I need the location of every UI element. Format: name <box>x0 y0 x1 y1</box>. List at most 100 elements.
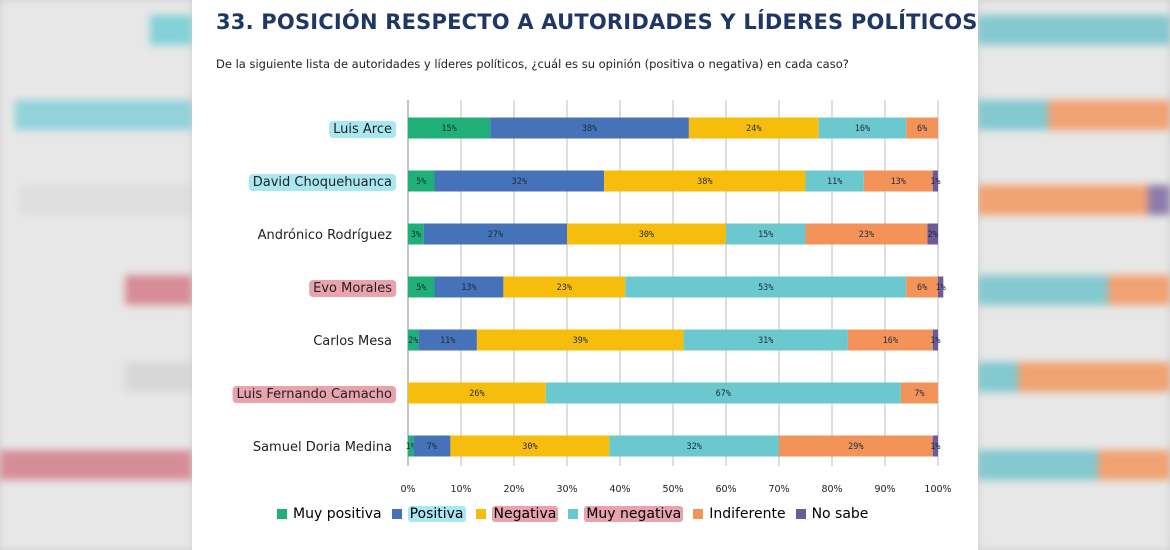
x-tick-label: 70% <box>768 484 789 495</box>
legend-label: Muy negativa <box>584 506 684 522</box>
category-label: Samuel Doria Medina <box>253 440 392 455</box>
bar-segment <box>567 223 726 245</box>
category-label: Evo Morales <box>313 281 392 296</box>
bar-segment <box>932 329 938 351</box>
bar-segment <box>906 276 938 298</box>
legend-item: Muy negativa <box>568 506 684 522</box>
bar-value-label: 67% <box>716 389 731 399</box>
bar-segment <box>408 170 435 192</box>
bar-segment <box>423 223 567 245</box>
bar-value-label: 5% <box>416 177 426 187</box>
bar-value-label: 5% <box>416 283 426 293</box>
category-label: Andrónico Rodríguez <box>258 228 393 243</box>
category-label: Carlos Mesa <box>313 334 392 349</box>
bar-segment <box>906 117 938 139</box>
legend-item: No sabe <box>795 506 869 522</box>
blurred-left-background <box>0 0 192 550</box>
bar-segment <box>805 223 928 245</box>
x-tick-label: 90% <box>874 484 895 495</box>
bar-segment <box>476 329 684 351</box>
x-tick-label: 0% <box>400 484 415 495</box>
bar-value-label: 1% <box>930 442 940 452</box>
chart-legend: Muy positiva Positiva Negativa Muy negativa… <box>277 506 868 522</box>
bar-segment <box>408 223 424 245</box>
bar-value-label: 32% <box>687 442 702 452</box>
legend-swatch <box>693 509 704 519</box>
bar-value-label: 11% <box>827 177 842 187</box>
bar-value-label: 24% <box>746 124 761 134</box>
bar-value-label: 11% <box>440 336 455 346</box>
bar-segment <box>900 382 938 404</box>
bar-value-label: 15% <box>441 124 456 134</box>
x-tick-label: 100% <box>924 484 951 495</box>
bar-value-label: 6% <box>917 124 927 134</box>
legend-label: Negativa <box>491 506 559 522</box>
legend-item: Negativa <box>475 506 559 522</box>
bar-value-label: 39% <box>573 336 588 346</box>
category-label-highlight <box>309 280 397 297</box>
legend-swatch <box>475 509 486 519</box>
bar-segment <box>932 435 938 457</box>
legend-swatch <box>391 509 402 519</box>
bar-segment <box>408 329 419 351</box>
bar-value-label: 1% <box>406 442 416 452</box>
bar-value-label: 38% <box>582 124 597 134</box>
legend-swatch <box>277 509 287 519</box>
legend-swatch <box>795 509 806 519</box>
x-tick-label: 30% <box>556 484 577 495</box>
bar-segment <box>450 435 610 457</box>
bar-segment <box>818 117 907 139</box>
bar-segment <box>779 435 933 457</box>
category-label-highlight <box>248 174 396 191</box>
bar-segment <box>408 435 414 457</box>
bar-value-label: 32% <box>512 177 527 187</box>
bar-segment <box>927 223 938 245</box>
legend-swatch <box>568 509 579 519</box>
bar-segment <box>726 223 806 245</box>
bar-value-label: 53% <box>758 283 773 293</box>
bar-segment <box>434 170 605 192</box>
stacked-bar-chart: 0% 10% 20% 30% 40% 50% 60% 70% 80% 90% 100% Luis Ar… <box>232 100 952 495</box>
bar-segment <box>413 435 451 457</box>
bar-segment <box>805 170 864 192</box>
bar-value-label: 16% <box>883 336 898 346</box>
bar-segment <box>938 276 944 298</box>
category-label: David Choquehuanca <box>253 175 392 190</box>
bar-value-label: 1% <box>936 283 946 293</box>
chart-card: 33. POSICIÓN RESPECTO A AUTORIDADES Y LÍ… <box>192 0 978 550</box>
legend-item: Indiferente <box>693 506 786 522</box>
x-tick-label: 50% <box>662 484 683 495</box>
bar-segment <box>503 276 626 298</box>
legend-item: Positiva <box>391 506 466 522</box>
bar-value-label: 13% <box>461 283 476 293</box>
bar-value-label: 3% <box>411 230 421 240</box>
bar-value-label: 23% <box>557 283 572 293</box>
bar-value-label: 30% <box>639 230 654 240</box>
x-tick-label: 20% <box>503 484 524 495</box>
bar-value-label: 6% <box>917 283 927 293</box>
bar-value-label: 16% <box>855 124 870 134</box>
chart-subtitle: De la siguiente lista de autoridades y l… <box>216 57 849 71</box>
bar-segment <box>408 276 435 298</box>
x-tick-label: 60% <box>715 484 736 495</box>
bar-segment <box>847 329 933 351</box>
bar-value-label: 38% <box>697 177 712 187</box>
legend-label: Muy positiva <box>293 506 382 522</box>
legend-label: No sabe <box>811 506 869 522</box>
bar-value-label: 1% <box>930 336 940 346</box>
blurred-right-background <box>978 0 1170 550</box>
chart-title: 33. POSICIÓN RESPECTO A AUTORIDADES Y LÍ… <box>216 10 978 34</box>
bar-segment <box>683 329 848 351</box>
bar-segment <box>418 329 477 351</box>
bar-value-label: 13% <box>891 177 906 187</box>
bar-value-label: 31% <box>758 336 773 346</box>
category-label-highlight <box>232 386 397 403</box>
x-tick-label: 40% <box>609 484 630 495</box>
bar-value-label: 7% <box>914 389 924 399</box>
bar-value-label: 27% <box>488 230 503 240</box>
category-label: Luis Arce <box>333 122 392 137</box>
bar-segment <box>932 170 938 192</box>
legend-item: Muy positiva <box>277 506 382 522</box>
bar-value-label: 26% <box>469 389 484 399</box>
bar-segment <box>408 117 491 139</box>
